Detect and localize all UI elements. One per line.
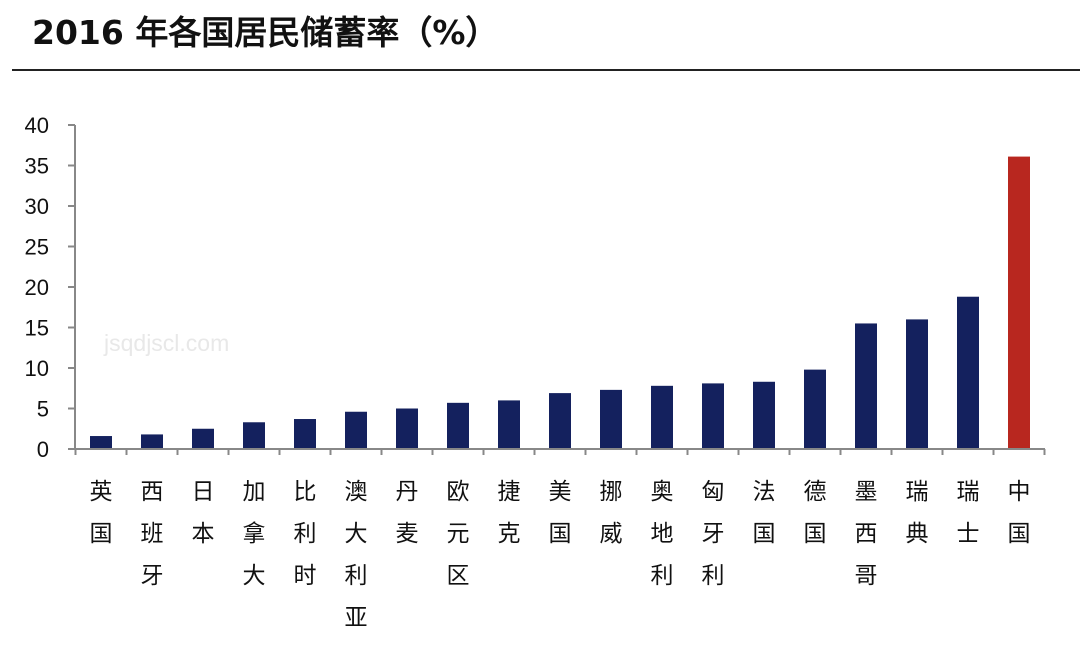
- bar-18: [957, 296, 979, 449]
- x-category-label: 加拿大: [243, 479, 266, 589]
- y-tick-label: 0: [37, 437, 49, 462]
- bar-15: [804, 369, 826, 449]
- x-category-label: 德国: [804, 479, 827, 547]
- bar-14: [753, 381, 775, 449]
- x-category-label: 澳大利亚: [345, 479, 368, 631]
- x-category-label: 奥地利: [651, 479, 674, 589]
- x-category-label: 西班牙: [141, 479, 164, 589]
- x-category-label: 瑞士: [957, 479, 980, 547]
- bar-10: [549, 393, 571, 449]
- y-tick-label: 25: [25, 235, 49, 260]
- bar-2: [141, 434, 163, 449]
- title-divider: [12, 69, 1080, 71]
- x-category-label: 法国: [753, 479, 776, 547]
- x-category-label: 中国: [1008, 479, 1031, 547]
- y-tick-label: 30: [25, 194, 49, 219]
- bar-17: [906, 319, 928, 449]
- x-category-label: 捷克: [498, 479, 521, 547]
- x-category-label: 挪威: [600, 479, 623, 547]
- y-tick-label: 5: [37, 397, 49, 422]
- bar-3: [192, 428, 214, 449]
- x-category-label: 匈牙利: [702, 479, 725, 589]
- bar-6: [345, 411, 367, 449]
- bar-9: [498, 400, 520, 449]
- x-category-label: 日本: [192, 479, 215, 547]
- bar-4: [243, 422, 265, 449]
- bar-11: [600, 389, 622, 449]
- bar-12: [651, 385, 673, 449]
- bars: [90, 156, 1030, 449]
- x-category-label: 瑞典: [906, 479, 929, 547]
- y-tick-label: 35: [25, 154, 49, 179]
- x-category-label: 墨西哥: [855, 479, 878, 589]
- y-tick-label: 15: [25, 316, 49, 341]
- bar-13: [702, 383, 724, 449]
- watermark: jsqdjscl.com: [104, 330, 230, 356]
- x-category-label: 比利时: [294, 479, 317, 589]
- bar-16: [855, 323, 877, 449]
- x-category-label: 丹麦: [396, 479, 419, 547]
- bar-19: [1008, 156, 1030, 449]
- chart-title: 2016 年各国居民储蓄率（%）: [32, 13, 499, 52]
- bar-5: [294, 419, 316, 449]
- bar-7: [396, 408, 418, 449]
- y-tick-label: 40: [25, 113, 49, 138]
- bar-8: [447, 402, 469, 449]
- x-category-label: 欧元区: [447, 479, 470, 589]
- y-axis: 0 5 10 15 20 25 30 35 40: [25, 113, 76, 462]
- y-tick-label: 10: [25, 356, 49, 381]
- y-tick-label: 20: [25, 275, 49, 300]
- x-category-label: 英国: [90, 479, 113, 547]
- x-category-label: 美国: [549, 479, 572, 547]
- bar-1: [90, 436, 112, 449]
